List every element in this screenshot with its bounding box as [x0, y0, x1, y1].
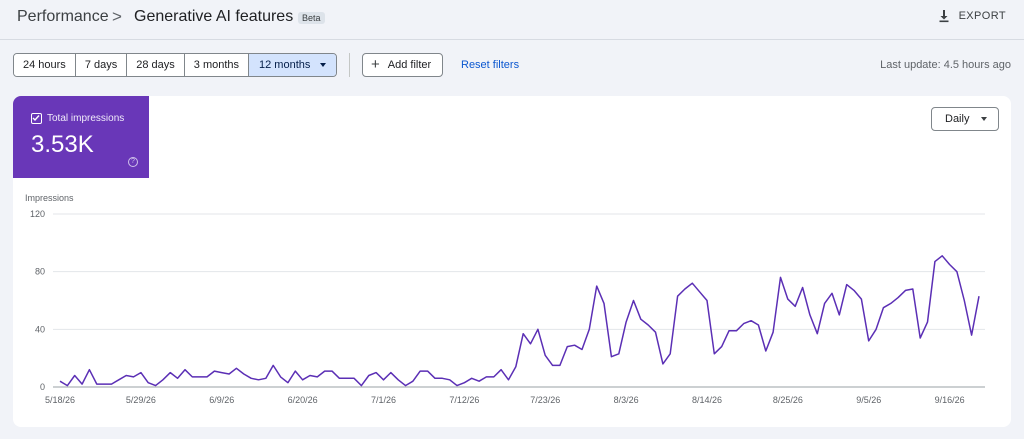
- add-filter-button[interactable]: + Add filter: [362, 53, 444, 77]
- x-tick-label: 7/1/26: [371, 395, 396, 405]
- y-axis-label: Impressions: [25, 193, 74, 203]
- breadcrumb-performance[interactable]: Performance: [17, 8, 109, 25]
- x-tick-label: 5/18/26: [45, 395, 75, 405]
- add-filter-label: Add filter: [387, 59, 432, 71]
- export-button[interactable]: EXPORT: [937, 9, 1006, 23]
- x-tick-label: 8/25/26: [773, 395, 803, 405]
- metric-value: 3.53K: [31, 131, 94, 158]
- series-line-total-impressions: [59, 255, 980, 387]
- help-icon[interactable]: ?: [128, 157, 138, 167]
- range-24-hours[interactable]: 24 hours: [14, 54, 76, 76]
- x-tick-label: 8/3/26: [614, 395, 639, 405]
- x-tick-label: 9/5/26: [856, 395, 881, 405]
- top-bar: Performance > Generative AI features Bet…: [0, 0, 1024, 40]
- caret-down-icon: [981, 117, 988, 121]
- beta-badge: Beta: [298, 12, 325, 24]
- download-icon: [939, 10, 949, 23]
- plus-icon: +: [371, 56, 380, 73]
- y-tick-label: 120: [30, 209, 45, 219]
- caret-down-icon: [320, 63, 327, 67]
- range-12-months[interactable]: 12 months: [249, 54, 337, 76]
- range-28-days[interactable]: 28 days: [127, 54, 185, 76]
- last-update-text: Last update: 4.5 hours ago: [880, 59, 1011, 71]
- breadcrumb-separator: >: [112, 7, 122, 26]
- range-3-months[interactable]: 3 months: [184, 54, 250, 76]
- x-tick-label: 5/29/26: [126, 395, 156, 405]
- range-7-days[interactable]: 7 days: [75, 54, 128, 76]
- y-tick-label: 0: [40, 382, 45, 392]
- x-tick-label: 7/23/26: [530, 395, 560, 405]
- metric-checkbox[interactable]: [31, 113, 42, 124]
- range-12-months-label: 12 months: [259, 59, 311, 71]
- metric-label: Total impressions: [47, 113, 125, 124]
- page-title: Generative AI features: [134, 8, 294, 25]
- granularity-dropdown[interactable]: Daily: [931, 107, 999, 131]
- y-tick-label: 80: [35, 267, 45, 277]
- metric-total-impressions[interactable]: Total impressions 3.53K ?: [13, 96, 149, 178]
- check-icon: [32, 115, 40, 122]
- y-tick-label: 40: [35, 324, 45, 334]
- performance-card: Total impressions 3.53K ? Daily Impressi…: [13, 96, 1011, 427]
- export-label: EXPORT: [958, 10, 1006, 22]
- divider: [349, 53, 350, 77]
- reset-filters-link[interactable]: Reset filters: [461, 59, 520, 71]
- x-tick-label: 7/12/26: [449, 395, 479, 405]
- x-tick-label: 6/9/26: [209, 395, 234, 405]
- impressions-chart: Impressions 0 40 80 120 5/18/26 5/29/26 6/9/2…: [25, 193, 985, 405]
- x-tick-label: 9/16/26: [935, 395, 965, 405]
- x-tick-label: 6/20/26: [288, 395, 318, 405]
- date-range-selector: 24 hours 7 days 28 days 3 months 12 mont…: [13, 53, 338, 77]
- granularity-value: Daily: [945, 113, 970, 125]
- x-tick-label: 8/14/26: [692, 395, 722, 405]
